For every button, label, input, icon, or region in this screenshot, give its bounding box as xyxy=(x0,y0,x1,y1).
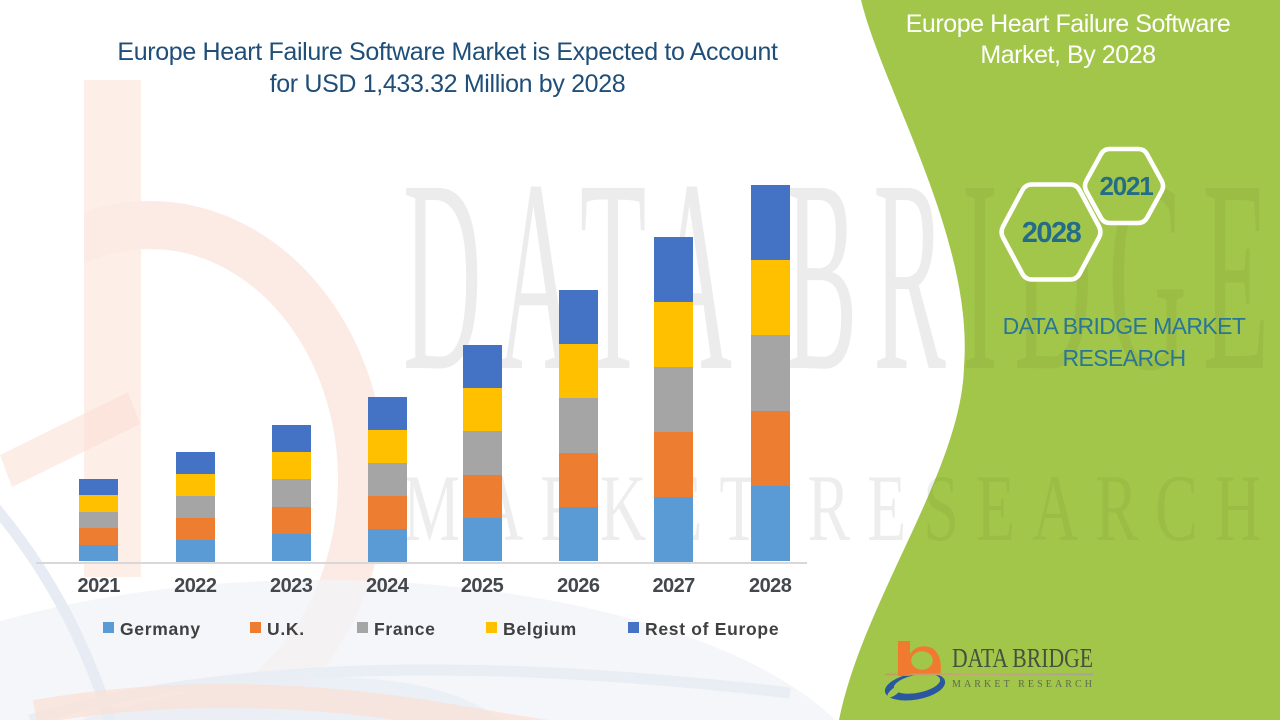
svg-text:MARKET RESEARCH: MARKET RESEARCH xyxy=(403,455,1278,561)
svg-text:2021: 2021 xyxy=(1099,171,1153,201)
svg-text:DATA BRIDGE: DATA BRIDGE xyxy=(952,643,1093,673)
svg-text:MARKET RESEARCH: MARKET RESEARCH xyxy=(952,679,1092,690)
svg-text:2028: 2028 xyxy=(1022,217,1082,249)
